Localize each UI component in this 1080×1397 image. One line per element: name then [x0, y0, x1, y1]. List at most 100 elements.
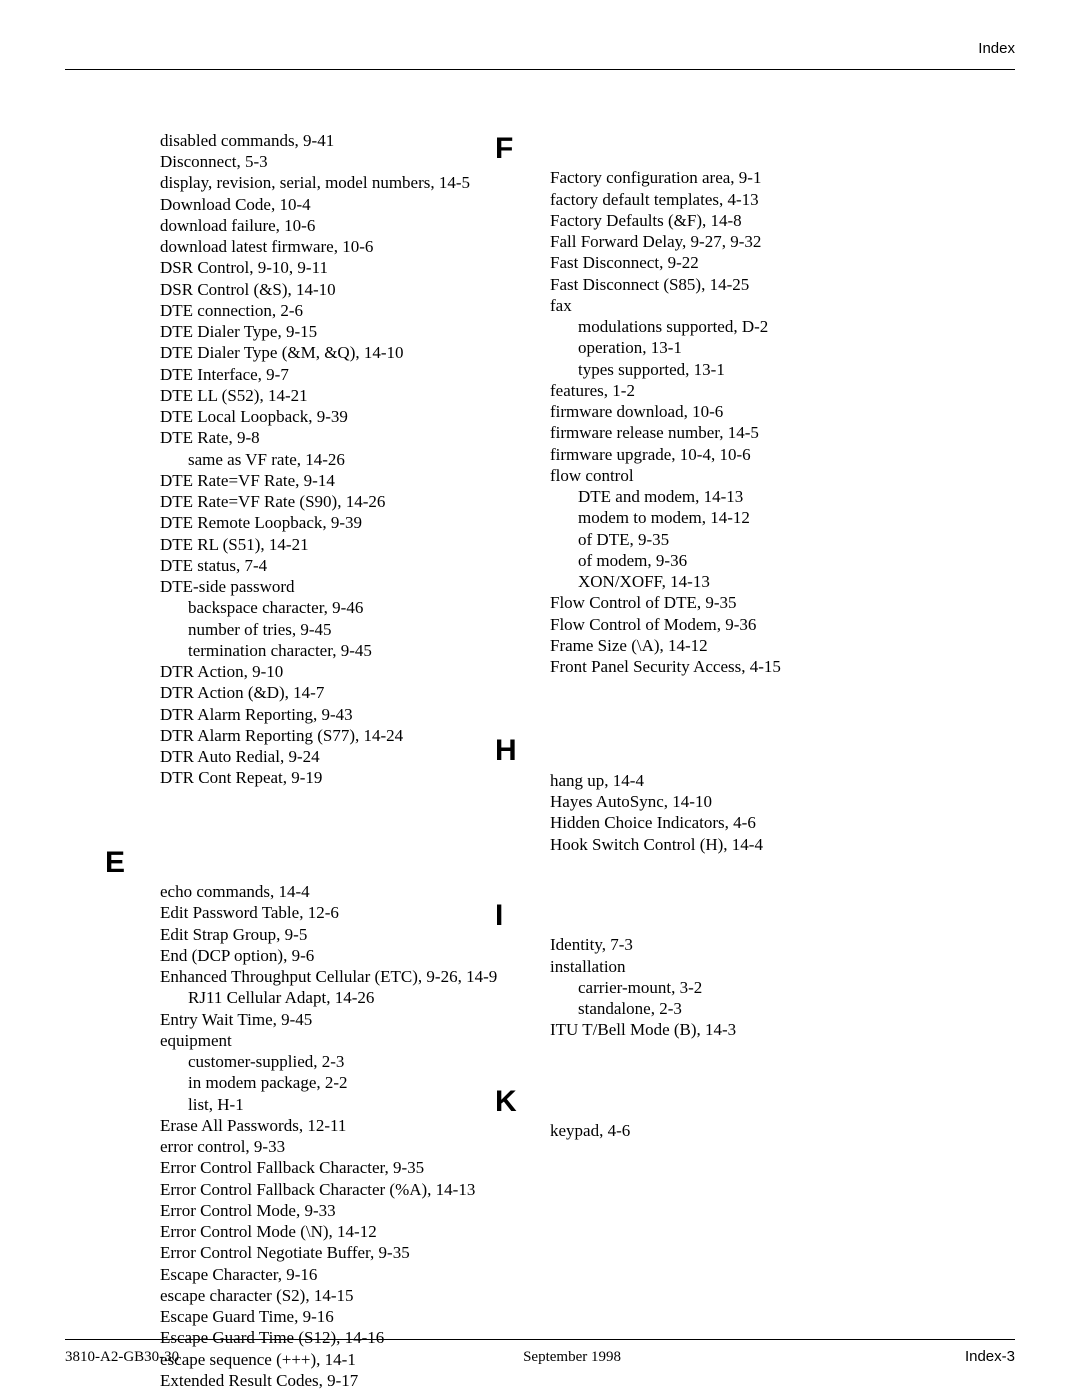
index-entry: Frame Size (\A), 14-12	[550, 635, 1015, 656]
page-footer: 3810-A2-GB30-30 September 1998 Index-3	[65, 1339, 1015, 1367]
index-entry: DTE Rate=VF Rate, 9-14	[160, 470, 515, 491]
index-entry: modulations supported, D-2	[550, 316, 1015, 337]
index-entry: firmware release number, 14-5	[550, 422, 1015, 443]
index-entry: error control, 9-33	[160, 1136, 515, 1157]
index-entry: Fast Disconnect (S85), 14-25	[550, 274, 1015, 295]
index-entry: Hook Switch Control (H), 14-4	[550, 834, 1015, 855]
index-entry: Download Code, 10-4	[160, 194, 515, 215]
index-entry: Enhanced Throughput Cellular (ETC), 9-26…	[160, 966, 515, 987]
index-entry: DTE and modem, 14-13	[550, 486, 1015, 507]
index-entry: equipment	[160, 1030, 515, 1051]
index-entry: Error Control Fallback Character, 9-35	[160, 1157, 515, 1178]
index-entry: DTR Action, 9-10	[160, 661, 515, 682]
index-entry: Edit Strap Group, 9-5	[160, 924, 515, 945]
index-entry: Escape Character, 9-16	[160, 1264, 515, 1285]
section-f: Factory configuration area, 9-1factory d…	[550, 167, 1015, 677]
index-entry: Error Control Mode, 9-33	[160, 1200, 515, 1221]
index-entry: factory default templates, 4-13	[550, 189, 1015, 210]
footer-center: September 1998	[523, 1348, 621, 1367]
index-entry: DTE status, 7-4	[160, 555, 515, 576]
index-entry: Fast Disconnect, 9-22	[550, 252, 1015, 273]
index-entry: display, revision, serial, model numbers…	[160, 172, 515, 193]
index-entry: types supported, 13-1	[550, 359, 1015, 380]
index-entry: Edit Password Table, 12-6	[160, 902, 515, 923]
index-entry: operation, 13-1	[550, 337, 1015, 358]
index-entry: Extended Result Codes, 9-17	[160, 1370, 515, 1391]
section-letter-f: F	[495, 130, 1015, 168]
index-entry: installation	[550, 956, 1015, 977]
index-entry: Factory Defaults (&F), 14-8	[550, 210, 1015, 231]
header-title: Index	[978, 40, 1015, 57]
index-entry: list, H-1	[160, 1094, 515, 1115]
section-i: Identity, 7-3installationcarrier-mount, …	[550, 934, 1015, 1040]
index-entry: Error Control Negotiate Buffer, 9-35	[160, 1242, 515, 1263]
index-entry: Fall Forward Delay, 9-27, 9-32	[550, 231, 1015, 252]
index-entry: Identity, 7-3	[550, 934, 1015, 955]
index-entry: of DTE, 9-35	[550, 529, 1015, 550]
section-letter-i: I	[495, 897, 1015, 935]
index-entry: modem to modem, 14-12	[550, 507, 1015, 528]
index-entry: echo commands, 14-4	[160, 881, 515, 902]
index-entry: DTR Alarm Reporting, 9-43	[160, 704, 515, 725]
index-entry: termination character, 9-45	[160, 640, 515, 661]
index-entry: Hidden Choice Indicators, 4-6	[550, 812, 1015, 833]
index-entry: flow control	[550, 465, 1015, 486]
page-header: Index	[65, 40, 1015, 70]
index-entry: DTE LL (S52), 14-21	[160, 385, 515, 406]
index-entry: Flow Control of Modem, 9-36	[550, 614, 1015, 635]
index-entry: Error Control Fallback Character (%A), 1…	[160, 1179, 515, 1200]
index-entry: customer-supplied, 2-3	[160, 1051, 515, 1072]
index-entry: XON/XOFF, 14-13	[550, 571, 1015, 592]
content-columns: disabled commands, 9-41Disconnect, 5-3di…	[65, 130, 1015, 1391]
footer-right: Index-3	[965, 1348, 1015, 1367]
index-entry: of modem, 9-36	[550, 550, 1015, 571]
index-entry: DTE-side password	[160, 576, 515, 597]
index-entry: fax	[550, 295, 1015, 316]
index-entry: DTE Remote Loopback, 9-39	[160, 512, 515, 533]
index-entry: RJ11 Cellular Adapt, 14-26	[160, 987, 515, 1008]
index-entry: End (DCP option), 9-6	[160, 945, 515, 966]
index-entry: Erase All Passwords, 12-11	[160, 1115, 515, 1136]
index-entry: carrier-mount, 3-2	[550, 977, 1015, 998]
section-e: echo commands, 14-4Edit Password Table, …	[160, 881, 515, 1391]
index-entry: escape character (S2), 14-15	[160, 1285, 515, 1306]
index-entry: Front Panel Security Access, 4-15	[550, 656, 1015, 677]
index-entry: firmware upgrade, 10-4, 10-6	[550, 444, 1015, 465]
index-entry: Disconnect, 5-3	[160, 151, 515, 172]
index-entry: Entry Wait Time, 9-45	[160, 1009, 515, 1030]
section-h: hang up, 14-4Hayes AutoSync, 14-10Hidden…	[550, 770, 1015, 855]
footer-left: 3810-A2-GB30-30	[65, 1348, 179, 1367]
index-entry: DTE Interface, 9-7	[160, 364, 515, 385]
index-entry: same as VF rate, 14-26	[160, 449, 515, 470]
index-entry: Error Control Mode (\N), 14-12	[160, 1221, 515, 1242]
index-entry: in modem package, 2-2	[160, 1072, 515, 1093]
index-entry: DTR Action (&D), 14-7	[160, 682, 515, 703]
index-entry: DTE connection, 2-6	[160, 300, 515, 321]
section-k: keypad, 4-6	[550, 1120, 1015, 1141]
index-entry: DSR Control, 9-10, 9-11	[160, 257, 515, 278]
index-entry: Flow Control of DTE, 9-35	[550, 592, 1015, 613]
left-column: disabled commands, 9-41Disconnect, 5-3di…	[65, 130, 540, 1391]
index-entry: Escape Guard Time, 9-16	[160, 1306, 515, 1327]
index-entry: number of tries, 9-45	[160, 619, 515, 640]
index-entry: DTE Rate, 9-8	[160, 427, 515, 448]
index-entry: firmware download, 10-6	[550, 401, 1015, 422]
section-letter-e: E	[105, 844, 515, 882]
index-entry: download failure, 10-6	[160, 215, 515, 236]
index-entry: DTR Alarm Reporting (S77), 14-24	[160, 725, 515, 746]
index-entry: ITU T/Bell Mode (B), 14-3	[550, 1019, 1015, 1040]
index-entry: DTE Dialer Type, 9-15	[160, 321, 515, 342]
index-entry: DSR Control (&S), 14-10	[160, 279, 515, 300]
section-letter-h: H	[495, 732, 1015, 770]
index-entry: features, 1-2	[550, 380, 1015, 401]
index-entry: DTE Local Loopback, 9-39	[160, 406, 515, 427]
section-d-continued: disabled commands, 9-41Disconnect, 5-3di…	[160, 130, 515, 789]
index-entry: DTR Auto Redial, 9-24	[160, 746, 515, 767]
index-entry: disabled commands, 9-41	[160, 130, 515, 151]
index-entry: Factory configuration area, 9-1	[550, 167, 1015, 188]
index-entry: Hayes AutoSync, 14-10	[550, 791, 1015, 812]
index-entry: DTE Dialer Type (&M, &Q), 14-10	[160, 342, 515, 363]
index-entry: DTE RL (S51), 14-21	[160, 534, 515, 555]
index-entry: hang up, 14-4	[550, 770, 1015, 791]
section-letter-k: K	[495, 1083, 1015, 1121]
